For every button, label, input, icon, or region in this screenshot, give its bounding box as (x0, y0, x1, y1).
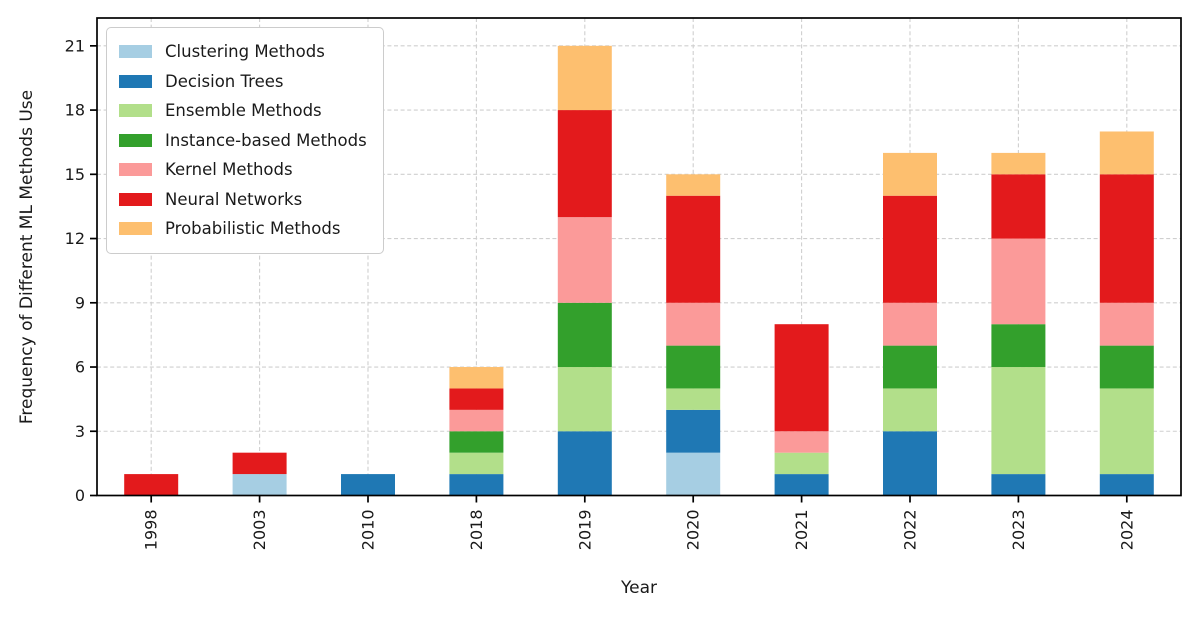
legend-swatch (119, 74, 152, 88)
y-tick-label: 9 (75, 293, 85, 312)
bar-segment (449, 474, 504, 496)
x-tick-label: 1998 (142, 510, 161, 551)
bar-segment (557, 217, 612, 303)
y-tick-label: 0 (75, 486, 85, 505)
bar-segment (666, 452, 721, 496)
bar-segment (991, 238, 1046, 325)
bar-segment (774, 431, 829, 453)
bar-segment (774, 452, 829, 475)
bar-segment (883, 431, 937, 496)
bar-segment (232, 452, 287, 475)
legend-item: Neural Networks (119, 185, 367, 215)
bar-segment (991, 152, 1046, 175)
x-tick-label: 2019 (575, 510, 594, 551)
y-tick-label: 3 (75, 422, 85, 441)
bar-segment (774, 474, 829, 496)
x-tick-label: 2022 (901, 510, 920, 551)
legend-item: Instance-based Methods (119, 126, 367, 156)
bar-segment (883, 345, 937, 389)
x-tick-label: 2010 (359, 510, 378, 551)
legend-item: Ensemble Methods (119, 96, 367, 126)
bar-segment (124, 474, 179, 496)
bar-segment (557, 302, 612, 368)
legend-label: Instance-based Methods (165, 130, 367, 150)
bar-segment (341, 474, 395, 496)
y-tick-label: 12 (65, 229, 85, 248)
legend-label: Clustering Methods (165, 42, 325, 62)
bar-segment (557, 45, 612, 111)
bar-segment (557, 367, 612, 432)
bar-segment (666, 174, 721, 196)
bar-segment (883, 388, 937, 432)
legend-swatch (119, 163, 152, 177)
bar-segment (774, 324, 829, 432)
bar-segment (232, 474, 287, 496)
y-tick-label: 6 (75, 358, 85, 377)
legend-swatch (119, 192, 152, 206)
y-axis-title: Frequency of Different ML Methods Use (17, 89, 37, 425)
legend-swatch (119, 45, 152, 59)
bar-segment (991, 324, 1046, 368)
legend-item: Probabilistic Methods (119, 214, 367, 244)
legend-label: Ensemble Methods (165, 101, 322, 121)
bar-segment (449, 452, 504, 475)
bar-segment (991, 367, 1046, 475)
x-tick-label: 2021 (792, 510, 811, 551)
bar-segment (666, 388, 721, 410)
bar-segment (449, 409, 504, 432)
bar-segment (666, 195, 721, 303)
chart-legend: Clustering Methods Decision Trees Ensemble… (106, 27, 384, 254)
bar-segment (449, 431, 504, 453)
y-tick-label: 21 (65, 36, 85, 55)
legend-item: Decision Trees (119, 67, 367, 97)
bar-segment (1099, 474, 1154, 496)
bar-segment (1099, 388, 1154, 475)
y-tick-label: 18 (65, 101, 85, 120)
x-tick-label: 2020 (684, 510, 703, 551)
y-tick-label: 15 (65, 165, 85, 184)
legend-item: Clustering Methods (119, 37, 367, 67)
x-tick-label: 2018 (467, 510, 486, 551)
bar-segment (557, 110, 612, 218)
bar-segment (883, 302, 937, 346)
x-axis-title: Year (621, 578, 657, 598)
legend-swatch (119, 222, 152, 236)
x-tick-label: 2023 (1009, 510, 1028, 551)
legend-label: Kernel Methods (165, 160, 293, 180)
bar-segment (1099, 302, 1154, 346)
legend-label: Neural Networks (165, 189, 303, 209)
bar-segment (1099, 174, 1154, 303)
x-tick-label: 2024 (1117, 510, 1136, 551)
legend-item: Kernel Methods (119, 155, 367, 185)
bar-segment (991, 474, 1046, 496)
bar-segment (449, 367, 504, 389)
legend-swatch (119, 104, 152, 118)
bar-segment (883, 152, 937, 196)
legend-label: Probabilistic Methods (165, 219, 341, 239)
legend-swatch (119, 133, 152, 147)
bar-segment (1099, 131, 1154, 175)
x-tick-label: 2003 (250, 510, 269, 551)
bar-segment (1099, 345, 1154, 389)
bar-segment (883, 195, 937, 303)
bar-segment (666, 345, 721, 389)
bar-segment (449, 388, 504, 410)
bar-segment (666, 409, 721, 453)
bar-segment (557, 431, 612, 496)
bar-segment (991, 174, 1046, 239)
legend-label: Decision Trees (165, 71, 284, 91)
bar-segment (666, 302, 721, 346)
plot-frame (96, 17, 1182, 497)
